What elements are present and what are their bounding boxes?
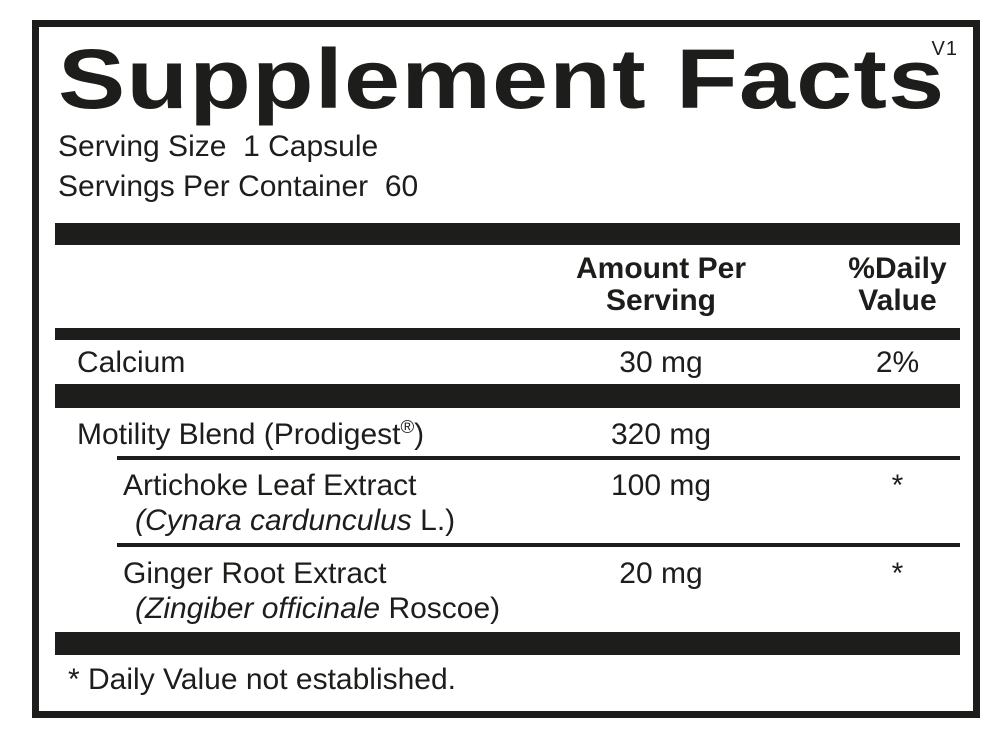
ingredient-amount: 30 mg (619, 346, 703, 379)
divider-bar-section (55, 384, 960, 408)
ingredient-species: (Cynara cardunculus L.) (135, 504, 456, 537)
table-row-motility-blend: Motility Blend (Prodigest®) 320 mg (55, 408, 960, 456)
ingredient-name: Artichoke Leaf Extract (Cynara carduncul… (55, 468, 561, 538)
table-row-ginger: Ginger Root Extract (Zingiber officinale… (55, 547, 960, 632)
daily-value-header: %Daily Value (848, 252, 947, 317)
title-row: Supplement Facts (55, 37, 960, 121)
table-header-row: Amount Per Serving %Daily Value (55, 245, 960, 328)
ingredient-name: Ginger Root Extract (Zingiber officinale… (55, 556, 561, 626)
amount-per-serving-header: Amount Per Serving (575, 252, 746, 317)
servings-per-container-line: Servings Per Container 60 (58, 170, 419, 203)
divider-bar-footer (55, 632, 960, 655)
ingredient-species: (Zingiber officinale Roscoe) (135, 592, 501, 625)
ingredient-daily-value: * (891, 557, 904, 590)
divider-line-sub-ingredient (117, 456, 960, 460)
ingredient-amount: 100 mg (610, 469, 712, 502)
ingredient-name: Calcium (77, 346, 186, 379)
divider-line-sub-ingredient (117, 543, 960, 547)
divider-bar-below-header (55, 328, 960, 340)
footnote: * Daily Value not established. (68, 663, 457, 696)
ingredient-amount: 20 mg (619, 557, 703, 590)
supplement-facts-panel: V1 Supplement Facts Serving Size 1 Capsu… (32, 20, 980, 718)
table-row-calcium: Calcium 30 mg 2% (55, 340, 960, 384)
ingredient-daily-value: * (891, 469, 904, 502)
panel-title: Supplement Facts (58, 32, 946, 126)
version-tag: V1 (931, 38, 958, 60)
table-row-artichoke: Artichoke Leaf Extract (Cynara carduncul… (55, 460, 960, 543)
ingredient-daily-value: 2% (875, 346, 920, 379)
panel-content: Supplement Facts Serving Size 1 Capsule … (39, 27, 973, 711)
ingredient-amount: 320 mg (610, 418, 712, 451)
ingredient-name: Motility Blend (Prodigest®) (77, 416, 425, 451)
serving-info-block: Serving Size 1 Capsule Servings Per Cont… (55, 127, 960, 207)
registered-trademark-symbol: ® (400, 416, 415, 437)
divider-bar-header-top (55, 223, 960, 245)
serving-size-line: Serving Size 1 Capsule (58, 130, 379, 163)
